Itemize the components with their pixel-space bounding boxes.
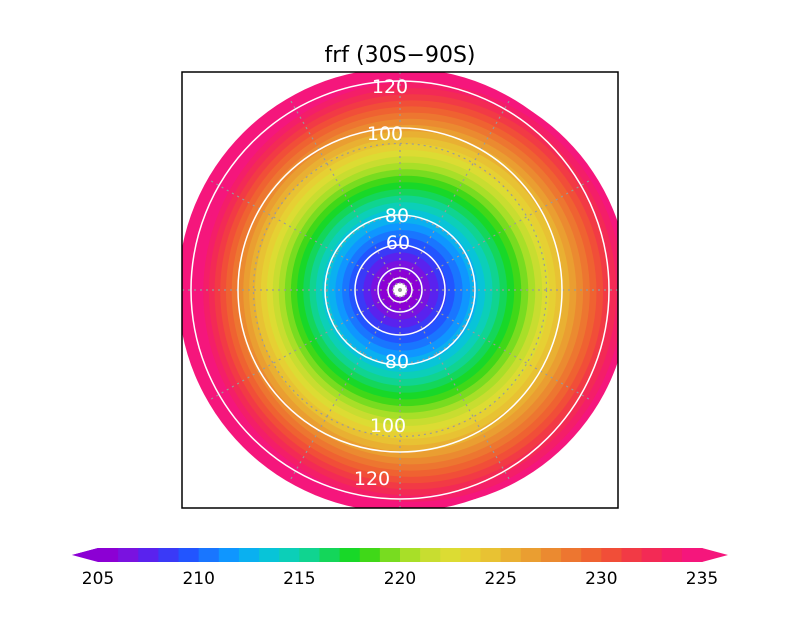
colorbar-swatch xyxy=(98,548,119,562)
colorbar-swatch xyxy=(379,548,401,562)
colorbar-swatch xyxy=(561,548,582,562)
contour-label: 80 xyxy=(385,351,409,373)
plot-frame xyxy=(181,71,619,509)
colorbar-swatch xyxy=(681,548,703,562)
contour-line-80 xyxy=(324,214,476,366)
colorbar-tick-label: 220 xyxy=(384,569,416,589)
lon-line xyxy=(399,97,512,291)
colorbar-swatch xyxy=(138,548,159,562)
colorbar-swatch xyxy=(178,548,200,562)
lat-lon-grid xyxy=(182,72,618,508)
colorbar: 205 210 215 220 225 230 235 xyxy=(72,548,728,589)
colorbar-tick-label: 230 xyxy=(585,569,617,589)
colorbar-swatch xyxy=(601,548,623,562)
contour-line-60 xyxy=(354,244,446,336)
contour-lines: 120 120 100 100 80 80 60 xyxy=(190,76,610,500)
contour-label: 80 xyxy=(385,205,409,227)
lon-line xyxy=(288,97,401,291)
contour-label: 100 xyxy=(370,415,406,437)
colorbar-swatch xyxy=(259,548,280,562)
colorbar-swatch xyxy=(460,548,482,562)
contour-line-120 xyxy=(190,80,610,500)
colorbar-swatch xyxy=(279,548,300,562)
colorbar-swatch xyxy=(641,548,663,562)
colorbar-swatch xyxy=(500,548,522,562)
colorbar-swatch xyxy=(319,548,341,562)
colorbar-swatch xyxy=(520,548,542,562)
chart-title: frf (30S−90S) xyxy=(324,43,475,68)
colorbar-tick-label: 235 xyxy=(686,569,718,589)
colorbar-swatch xyxy=(238,548,260,562)
lon-line xyxy=(207,178,401,291)
colorbar-swatch xyxy=(158,548,180,562)
colorbar-swatch xyxy=(218,548,240,562)
lat-circle xyxy=(252,142,548,438)
contour-label: 60 xyxy=(386,232,410,254)
colorbar-swatch xyxy=(299,548,321,562)
colorbar-tick-label: 215 xyxy=(283,569,315,589)
contour-line-100 xyxy=(237,127,563,453)
lon-line xyxy=(399,178,593,291)
colorbar-tick-label: 210 xyxy=(182,569,214,589)
colorbar-swatch xyxy=(198,548,220,562)
colorbar-swatch xyxy=(440,548,461,562)
colorbar-max-arrow xyxy=(702,548,728,562)
colorbar-swatch xyxy=(581,548,602,562)
colorbar-swatch xyxy=(359,548,381,562)
colorbar-min-arrow xyxy=(72,548,98,562)
colorbar-swatch xyxy=(661,548,683,562)
colorbar-swatch xyxy=(400,548,421,562)
colorbar-swatch xyxy=(118,548,139,562)
lon-line xyxy=(288,289,401,483)
lon-line xyxy=(399,289,512,483)
lon-line xyxy=(399,289,593,402)
colorbar-swatch xyxy=(621,548,643,562)
colorbar-swatch xyxy=(339,548,361,562)
contour-label: 100 xyxy=(367,123,403,145)
colorbar-tick-label: 205 xyxy=(82,569,114,589)
colorbar-tick-label: 225 xyxy=(484,569,516,589)
lon-line xyxy=(207,289,401,402)
colorbar-swatch xyxy=(480,548,502,562)
contour-line-inner xyxy=(387,277,413,303)
contour-label: 120 xyxy=(372,76,408,98)
contour-label: 120 xyxy=(354,468,390,490)
colorbar-swatch xyxy=(540,548,562,562)
contour-line-inner xyxy=(377,267,423,313)
colorbar-swatch xyxy=(420,548,441,562)
